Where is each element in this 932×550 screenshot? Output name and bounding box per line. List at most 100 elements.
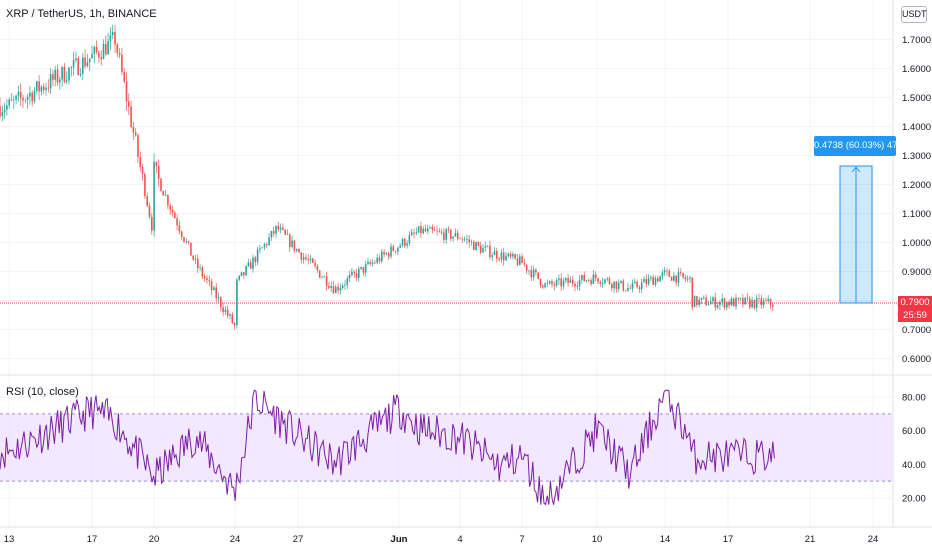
candle-body bbox=[657, 278, 659, 282]
candle-body bbox=[203, 276, 206, 279]
candle-body bbox=[362, 266, 365, 273]
candle-body bbox=[544, 283, 546, 288]
candle-body bbox=[613, 281, 615, 289]
candle-body bbox=[376, 257, 378, 263]
price-tick-label: 1.4000 bbox=[902, 122, 931, 133]
candle-body bbox=[226, 309, 229, 316]
time-axis[interactable]: 13 17 20 24 27 Jun 4 7 10 14 17 21 24 bbox=[4, 534, 879, 545]
candle-body bbox=[284, 229, 286, 235]
candle-body bbox=[744, 297, 746, 305]
candle-body bbox=[461, 238, 464, 240]
candle-body bbox=[486, 245, 489, 247]
candle-body bbox=[440, 231, 443, 233]
candle-body bbox=[606, 278, 608, 280]
rsi-axis[interactable]: 80.00 60.00 40.00 20.00 bbox=[902, 393, 926, 505]
chart-symbol-title[interactable]: XRP / TetherUS, 1h, BINANCE bbox=[6, 8, 157, 20]
candle-body bbox=[19, 91, 22, 98]
candle-body bbox=[427, 228, 429, 232]
candle-body bbox=[130, 106, 132, 128]
candle-body bbox=[36, 81, 38, 91]
candle-body bbox=[293, 240, 296, 251]
candle-body bbox=[383, 251, 385, 255]
time-tick-label: 10 bbox=[592, 534, 603, 545]
candle-body bbox=[151, 216, 153, 231]
candle-body bbox=[693, 296, 696, 308]
candle-body bbox=[116, 44, 119, 54]
candle-body bbox=[468, 239, 470, 243]
candle-body bbox=[84, 57, 86, 67]
candle-body bbox=[454, 232, 457, 237]
candle-body bbox=[475, 242, 477, 250]
candle-body bbox=[0, 106, 1, 117]
candle-body bbox=[659, 276, 661, 282]
candle-body bbox=[631, 283, 634, 289]
candle-body bbox=[47, 87, 50, 89]
candle-body bbox=[247, 262, 250, 267]
candle-body bbox=[719, 302, 721, 305]
candle-body bbox=[42, 86, 45, 91]
candle-body bbox=[484, 246, 487, 248]
candle-body bbox=[52, 74, 54, 80]
candle-body bbox=[213, 287, 215, 290]
candle-body bbox=[49, 74, 52, 89]
price-gridlines bbox=[0, 39, 893, 359]
candle-body bbox=[59, 79, 61, 83]
candle-body bbox=[201, 267, 204, 277]
candle-body bbox=[93, 46, 96, 55]
candle-body bbox=[252, 257, 254, 269]
candle-body bbox=[77, 58, 79, 76]
candle-body bbox=[263, 243, 266, 248]
candle-body bbox=[100, 57, 102, 60]
time-tick-label: 27 bbox=[293, 534, 304, 545]
candle-body bbox=[238, 275, 240, 280]
candle-body bbox=[13, 99, 15, 101]
candle-body bbox=[714, 297, 717, 308]
candle-body bbox=[305, 257, 307, 260]
candle-body bbox=[590, 280, 592, 284]
candle-body bbox=[171, 209, 174, 213]
candle-body bbox=[772, 304, 774, 307]
candle-body bbox=[254, 257, 257, 263]
candle-body bbox=[583, 275, 585, 282]
candle-body bbox=[259, 248, 261, 250]
time-tick-label: 17 bbox=[87, 534, 98, 545]
candle-body bbox=[594, 274, 597, 279]
candle-body bbox=[261, 247, 263, 249]
candle-body bbox=[268, 237, 270, 245]
candle-body bbox=[463, 239, 466, 240]
candle-body bbox=[636, 281, 638, 288]
candle-body bbox=[208, 280, 211, 282]
currency-badge[interactable]: USDT bbox=[901, 6, 927, 23]
candle-body bbox=[546, 283, 549, 284]
candle-body bbox=[249, 262, 252, 269]
candle-body bbox=[408, 235, 411, 244]
candle-body bbox=[737, 297, 740, 299]
candle-body bbox=[645, 279, 648, 284]
candle-body bbox=[535, 269, 537, 273]
bar-countdown: 25:59 bbox=[903, 310, 927, 321]
candle-body bbox=[15, 95, 17, 100]
candle-body bbox=[286, 234, 289, 236]
time-tick-label: 24 bbox=[868, 534, 879, 545]
candle-body bbox=[611, 283, 613, 289]
candle-body bbox=[233, 323, 236, 325]
candle-body bbox=[762, 300, 765, 306]
price-range-measure[interactable] bbox=[839, 165, 873, 304]
candle-body bbox=[157, 166, 160, 179]
candle-body bbox=[592, 274, 595, 284]
candle-body bbox=[91, 54, 93, 59]
candle-body bbox=[98, 52, 100, 58]
candle-body bbox=[374, 262, 376, 264]
candle-body bbox=[404, 239, 406, 246]
price-tick-label: 1.5000 bbox=[902, 93, 931, 104]
candle-body bbox=[767, 298, 769, 301]
candle-body bbox=[509, 253, 512, 257]
candle-body bbox=[758, 297, 760, 299]
candle-body bbox=[114, 31, 116, 45]
candle-body bbox=[371, 262, 374, 264]
candle-body bbox=[65, 80, 68, 82]
rsi-indicator-title[interactable]: RSI (10, close) bbox=[6, 386, 79, 398]
candle-body bbox=[45, 87, 47, 91]
candle-body bbox=[705, 297, 707, 306]
